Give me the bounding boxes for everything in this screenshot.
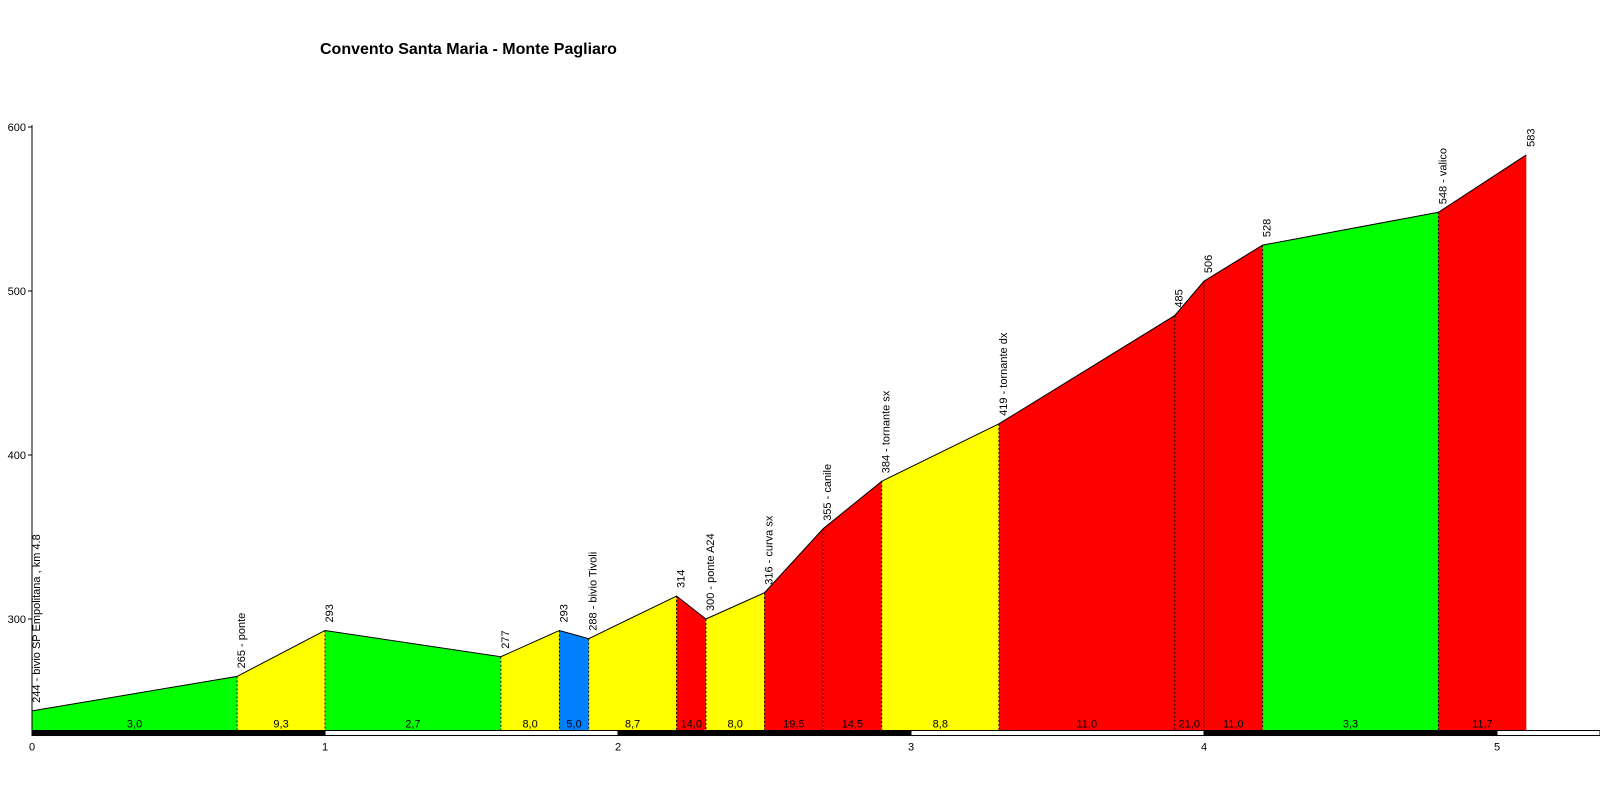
point-label: 316 - curva sx [764,515,776,585]
segment-area [1204,245,1263,731]
grade-label: 11,7 [1472,719,1493,731]
point-label: 355 - canile [822,464,834,521]
profile-line [31,154,1527,712]
grade-label: 14,0 [681,719,702,731]
segment-area [676,596,706,731]
point-label: 293 [558,604,570,622]
point-label: 277 [500,630,512,648]
grade-label: 2,7 [405,719,420,731]
km-band [324,730,619,737]
grade-label: 8,7 [625,719,640,731]
point-label: 244 - bivio SP Empolitana , km 4.8 [31,534,43,703]
point-label: 485 [1174,289,1186,307]
segment-area [500,630,560,731]
point-labels: 244 - bivio SP Empolitana , km 4.8 265 - … [31,129,1537,703]
segment-area [32,676,238,731]
x-axis: 0 1 2 3 4 5 [29,730,1600,754]
segment-area [1262,212,1439,731]
y-tick-label: 400 [8,450,26,462]
grade-labels: 3,0 9,3 2,7 8,0 5,0 8,7 14,0 8,0 19,5 14,5 8,8 11,0… [127,719,1493,731]
grade-label: 8,0 [728,719,743,731]
grade-label: 21,0 [1179,719,1200,731]
x-tick-label: 3 [908,742,914,754]
y-tick-label: 500 [8,286,26,298]
point-label: 528 [1262,219,1274,237]
point-label: 419 - tornante dx [998,332,1010,416]
segment-area [237,630,325,731]
grade-label: 11,0 [1077,719,1098,731]
grade-label: 11,0 [1223,719,1244,731]
segment-area [823,481,882,731]
km-band [1203,730,1498,737]
segment-area [559,630,589,731]
point-label: 583 [1525,129,1537,147]
point-label: 314 [676,570,688,588]
profile-line [31,154,1527,712]
point-label: 288 - bivio Tivoli [588,552,600,631]
grade-label: 3,3 [1343,719,1358,731]
point-label: 384 - tornante sx [881,390,893,473]
y-tick-label: 300 [8,614,26,626]
elevation-areas [32,154,1527,731]
x-tick-label: 0 [29,742,35,754]
point-label: 265 - ponte [236,613,248,669]
grade-label: 19,5 [783,719,804,731]
y-tick-label: 600 [8,122,26,134]
km-band [617,730,912,737]
segment-area [588,596,677,731]
x-tick-label: 2 [615,742,621,754]
grade-label: 8,0 [522,719,537,731]
segment-area [1174,281,1204,731]
grade-label: 14,5 [842,719,863,731]
segment-area [325,630,501,731]
point-label: 300 - ponte A24 [705,533,717,611]
segment-area [998,315,1175,731]
segment-area [1438,154,1527,731]
segment-area [764,528,824,731]
segment-area [705,592,765,731]
x-tick-label: 4 [1201,742,1207,754]
point-label: 506 [1203,255,1215,273]
km-band [1496,730,1600,737]
grade-label: 5,0 [566,719,581,731]
point-label: 293 [324,604,336,622]
x-tick-label: 1 [322,742,328,754]
chart-title: Convento Santa Maria - Monte Pagliaro [320,41,617,58]
grade-label: 8,8 [933,719,948,731]
segment-area [881,423,999,731]
grade-label: 9,3 [273,719,288,731]
y-axis: 300 400 500 600 [8,122,33,731]
km-band [31,730,326,737]
point-label: 548 - valico [1437,148,1449,204]
grade-label: 3,0 [127,719,142,731]
x-tick-label: 5 [1494,742,1500,754]
segment-dividers [236,212,1439,731]
km-band [910,730,1205,737]
